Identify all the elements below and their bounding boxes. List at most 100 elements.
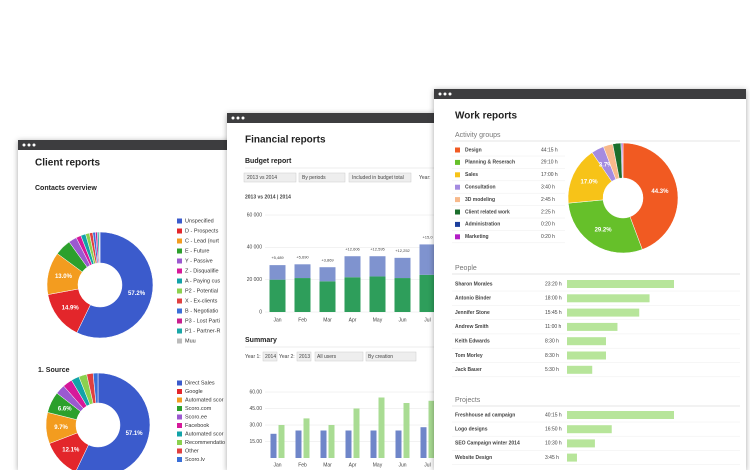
window-dot	[32, 143, 36, 147]
dropdown[interactable]	[298, 172, 346, 183]
bar-annotation: +15,0	[422, 234, 433, 239]
bar	[428, 400, 435, 458]
legend-label: A - Paying cus	[185, 278, 220, 284]
control-label: Included in budget total	[352, 175, 404, 181]
legend-label: Recommendatio	[185, 440, 225, 446]
bar	[420, 427, 427, 458]
activity-name: Planning & Reserach	[465, 160, 515, 166]
legend-swatch	[177, 258, 182, 264]
row-value: 15:45 h	[545, 310, 562, 316]
bar-segment	[319, 267, 336, 282]
bar-segment	[344, 256, 361, 278]
legend-label: Unspecified	[185, 218, 214, 224]
activity-hours: 0:20 h	[541, 222, 555, 228]
bar-segment	[394, 278, 411, 312]
bar	[567, 351, 606, 360]
window-titlebar	[434, 89, 746, 99]
legend-label: Direct Sales	[185, 380, 215, 386]
legend-label: Other	[185, 448, 199, 454]
bar	[567, 453, 577, 462]
legend-swatch	[455, 147, 460, 153]
legend-swatch	[177, 298, 182, 304]
window-title: Client reports	[35, 158, 100, 169]
bar	[328, 425, 335, 458]
legend-swatch	[177, 238, 182, 244]
control-label: Year 2:	[279, 354, 295, 360]
y-tick-label: 20 000	[247, 277, 263, 283]
row-name: Andrew Smith	[455, 324, 489, 330]
chart-caption: 2013 vs 2014 | 2014	[245, 194, 291, 200]
x-tick-label: Jun	[398, 317, 406, 323]
legend-swatch	[455, 184, 460, 190]
dropdown[interactable]	[365, 351, 417, 362]
row-name: Freshhouse ad campaign	[455, 412, 515, 418]
legend-label: Automated scor	[185, 397, 224, 403]
legend-label: B - Negotiatio	[185, 308, 218, 314]
control-label: Year:	[419, 175, 431, 181]
window-dot	[241, 116, 245, 120]
legend-label: Muu	[185, 338, 196, 344]
slice-label: 12.1%	[62, 448, 80, 454]
pie-slice	[567, 199, 643, 254]
activity-hours: 0:20 h	[541, 234, 555, 240]
slice-label: 6.6%	[58, 406, 72, 412]
legend-label: P1 - Partner-R	[185, 328, 220, 334]
bar-annotation: +5,489	[271, 255, 284, 260]
row-name: Tom Morley	[455, 353, 483, 359]
legend-swatch	[177, 228, 182, 234]
activity-hours: 2:45 h	[541, 197, 555, 203]
window-dot	[22, 143, 26, 147]
y-tick-label: 60.00	[249, 389, 262, 395]
activity-name: Design	[465, 147, 482, 153]
bar	[370, 430, 377, 458]
x-tick-label: Feb	[298, 462, 307, 468]
legend-swatch	[455, 234, 460, 240]
row-name: Jack Bauer	[455, 367, 482, 373]
control-label: By periods	[302, 175, 326, 181]
legend-label: X - Ex-clients	[185, 298, 218, 304]
bar	[278, 425, 285, 458]
row-name: Sharon Morales	[455, 281, 493, 287]
dropdown[interactable]	[348, 172, 412, 183]
row-name: Jennifer Stone	[455, 310, 490, 316]
row-value: 40:15 h	[545, 412, 562, 418]
bar-segment	[344, 277, 361, 312]
bar	[353, 408, 360, 458]
row-name: Logo designs	[455, 427, 488, 433]
legend-swatch	[177, 328, 182, 334]
window-content: Work reports Activity groups Design 44:15 h…	[452, 111, 740, 465]
dropdown[interactable]	[243, 172, 297, 183]
activity-name: 3D modeling	[465, 197, 495, 203]
pie-slice	[92, 372, 99, 404]
section-title: Activity groups	[455, 132, 501, 139]
slice-label: 57.2%	[128, 291, 146, 297]
row-name: Website Design	[455, 455, 492, 461]
dropdown[interactable]	[296, 351, 312, 362]
y-tick-label: 0	[259, 309, 262, 315]
legend-swatch	[177, 380, 182, 386]
dropdown[interactable]	[262, 351, 278, 362]
activity-hours: 17:00 h	[541, 172, 558, 178]
slice-label: 57.1%	[126, 431, 144, 437]
dropdown[interactable]	[314, 351, 364, 362]
window-body	[434, 89, 746, 470]
legend-swatch	[177, 308, 182, 314]
legend-label: P2 - Potential	[185, 288, 218, 294]
row-value: 8:30 h	[545, 353, 559, 359]
bar	[567, 439, 595, 448]
row-value: 5:30 h	[545, 367, 559, 373]
section-title: People	[455, 265, 477, 272]
bar-segment	[369, 256, 386, 277]
legend-label: Automated scor	[185, 431, 224, 437]
pie-slice	[76, 231, 154, 339]
activity-name: Client related work	[465, 209, 510, 215]
activity-name: Administration	[465, 222, 500, 228]
bar	[567, 294, 650, 303]
legend-swatch	[455, 197, 460, 203]
slice-label: 13.0%	[55, 274, 73, 280]
legend-label: Scoro.lv	[185, 457, 205, 463]
legend-label: P3 - Lost Parti	[185, 318, 220, 324]
activity-hours: 44:15 h	[541, 147, 558, 153]
legend-label: Google	[185, 389, 203, 395]
